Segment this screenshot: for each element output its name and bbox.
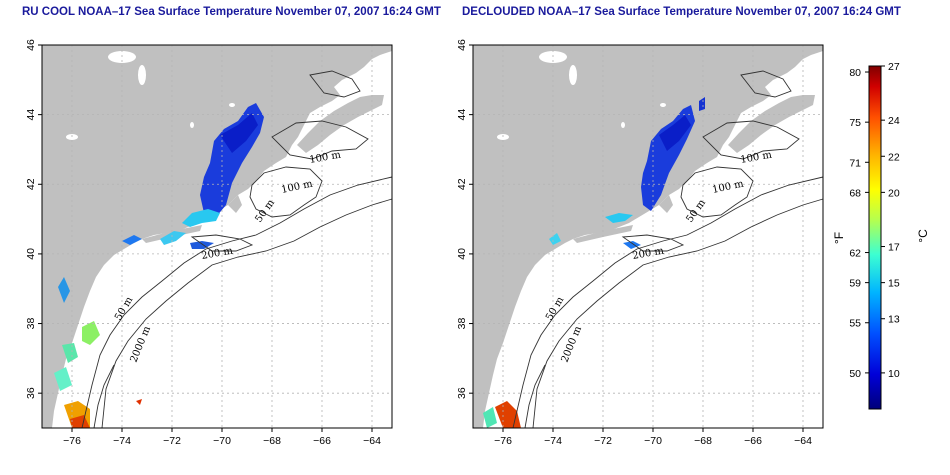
x-tick-label: −74 bbox=[113, 435, 131, 447]
colorbar: 80 75 71 68 62 59 55 50 27 24 22 20 17 15 13 10 °F °C bbox=[832, 61, 930, 410]
y-tick-label: 46 bbox=[25, 39, 37, 51]
x-axis-right: −76 −74 −72 −70 −68 −66 −64 bbox=[494, 428, 812, 447]
y-tick-label: 44 bbox=[25, 109, 37, 121]
right-map-panel: 100 m 100 m 50 m 200 m 50 m 2000 m −76 −7… bbox=[456, 39, 824, 447]
y-tick-label: 42 bbox=[456, 178, 468, 190]
x-tick-label: −72 bbox=[594, 435, 612, 447]
fahrenheit-tick-label: 50 bbox=[849, 368, 861, 380]
fahrenheit-tick-label: 68 bbox=[849, 187, 861, 199]
x-tick-label: −70 bbox=[213, 435, 231, 447]
celsius-tick-label: 17 bbox=[888, 242, 900, 254]
left-panel-title: RU COOL NOAA–17 Sea Surface Temperature … bbox=[22, 6, 441, 18]
x-tick-label: −64 bbox=[363, 435, 381, 447]
x-tick-label: −66 bbox=[313, 435, 331, 447]
y-tick-label: 36 bbox=[456, 387, 468, 399]
fahrenheit-tick-label: 59 bbox=[849, 278, 861, 290]
fahrenheit-tick-label: 80 bbox=[849, 67, 861, 79]
celsius-tick-label: 27 bbox=[888, 61, 900, 73]
celsius-tick-label: 20 bbox=[888, 187, 900, 199]
y-tick-label: 38 bbox=[25, 318, 37, 330]
map-frame-right bbox=[472, 44, 824, 429]
x-axis-left: −76 −74 −72 −70 −68 −66 −64 bbox=[63, 428, 381, 447]
right-panel-title: DECLOUDED NOAA–17 Sea Surface Temperatur… bbox=[462, 6, 901, 18]
colorbar-celsius-ticks: 27 24 22 20 17 15 13 10 bbox=[881, 61, 900, 380]
x-tick-label: −76 bbox=[63, 435, 81, 447]
x-tick-label: −70 bbox=[644, 435, 662, 447]
y-axis-right: 36 38 40 42 44 46 bbox=[456, 39, 473, 399]
y-tick-label: 40 bbox=[456, 248, 468, 260]
bathymetry-contours-right bbox=[512, 70, 824, 429]
y-axis-left: 36 38 40 42 44 46 bbox=[25, 39, 42, 399]
bathymetry-contours-left bbox=[81, 70, 393, 429]
celsius-tick-label: 10 bbox=[888, 368, 900, 380]
celsius-tick-label: 24 bbox=[888, 115, 900, 127]
y-tick-label: 40 bbox=[25, 248, 37, 260]
celsius-tick-label: 15 bbox=[888, 278, 900, 290]
fahrenheit-unit-label: °F bbox=[832, 232, 846, 244]
x-tick-label: −72 bbox=[163, 435, 181, 447]
x-tick-label: −68 bbox=[694, 435, 712, 447]
fahrenheit-tick-label: 75 bbox=[849, 117, 861, 129]
y-tick-label: 46 bbox=[456, 39, 468, 51]
x-tick-label: −76 bbox=[494, 435, 512, 447]
celsius-tick-label: 22 bbox=[888, 151, 900, 163]
x-tick-label: −66 bbox=[744, 435, 762, 447]
y-tick-label: 42 bbox=[25, 178, 37, 190]
left-map-panel: 100 m 100 m 50 m 200 m 50 m 2000 m −76 −7… bbox=[25, 39, 393, 447]
colorbar-gradient bbox=[868, 65, 882, 410]
x-tick-label: −64 bbox=[794, 435, 812, 447]
celsius-tick-label: 13 bbox=[888, 314, 900, 326]
fahrenheit-tick-label: 62 bbox=[849, 248, 861, 260]
x-tick-label: −74 bbox=[544, 435, 562, 447]
y-tick-label: 36 bbox=[25, 387, 37, 399]
celsius-unit-label: °C bbox=[916, 229, 930, 243]
x-tick-label: −68 bbox=[263, 435, 281, 447]
colorbar-fahrenheit-ticks: 80 75 71 68 62 59 55 50 bbox=[849, 67, 869, 380]
sst-data-left bbox=[54, 103, 264, 428]
y-tick-label: 38 bbox=[456, 318, 468, 330]
y-tick-label: 44 bbox=[456, 109, 468, 121]
fahrenheit-tick-label: 71 bbox=[849, 157, 861, 169]
fahrenheit-tick-label: 55 bbox=[849, 318, 861, 330]
map-frame-left bbox=[41, 44, 393, 429]
